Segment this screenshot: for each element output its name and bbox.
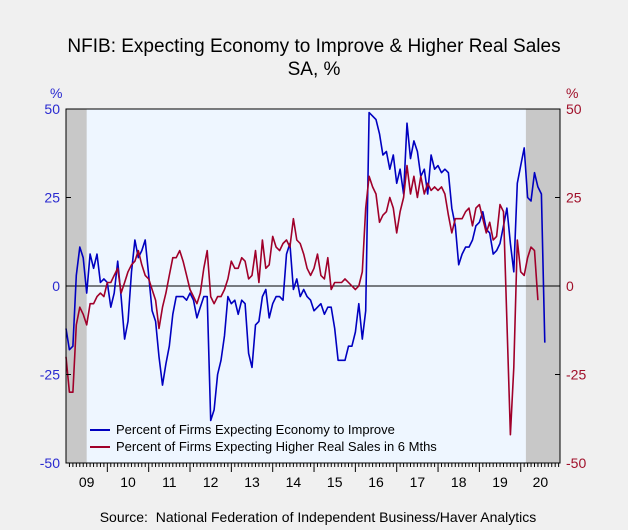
legend-label-sales: Percent of Firms Expecting Higher Real S… bbox=[116, 439, 437, 454]
year-label: 09 bbox=[79, 474, 95, 490]
right-tick-label: 0 bbox=[566, 278, 574, 294]
year-label: 11 bbox=[162, 474, 177, 490]
left-tick-label: 25 bbox=[44, 190, 60, 206]
left-tick-label: 0 bbox=[52, 278, 60, 294]
year-label: 17 bbox=[410, 474, 426, 490]
right-axis: 50 25 0 -25 -50 bbox=[555, 101, 586, 471]
year-label: 18 bbox=[451, 474, 467, 490]
right-tick-label: 50 bbox=[566, 101, 582, 117]
year-label: 20 bbox=[533, 474, 549, 490]
year-label: 16 bbox=[368, 474, 384, 490]
legend: Percent of Firms Expecting Economy to Im… bbox=[90, 422, 437, 454]
left-tick-label: 50 bbox=[44, 101, 60, 117]
year-label: 13 bbox=[244, 474, 260, 490]
right-axis-unit-label: % bbox=[566, 85, 578, 101]
year-label: 19 bbox=[492, 474, 508, 490]
right-tick-label: 25 bbox=[566, 190, 582, 206]
year-label: 15 bbox=[327, 474, 343, 490]
x-axis: 09 10 11 12 13 14 15 16 17 18 19 20 bbox=[68, 463, 560, 490]
year-label: 14 bbox=[286, 474, 302, 490]
chart-subtitle: SA, % bbox=[288, 59, 341, 80]
left-axis: 50 25 0 -25 -50 bbox=[40, 101, 71, 471]
year-label: 10 bbox=[120, 474, 136, 490]
series-line-economy bbox=[65, 111, 546, 422]
left-tick-label: -25 bbox=[40, 367, 60, 383]
legend-label-economy: Percent of Firms Expecting Economy to Im… bbox=[116, 422, 395, 437]
series-line-sales bbox=[65, 164, 539, 436]
right-tick-label: -50 bbox=[566, 455, 586, 471]
year-label: 12 bbox=[203, 474, 219, 490]
left-axis-unit-label: % bbox=[50, 85, 62, 101]
series-layer bbox=[65, 111, 546, 436]
left-tick-label: -50 bbox=[40, 455, 60, 471]
chart-title: NFIB: Expecting Economy to Improve & Hig… bbox=[67, 36, 560, 57]
right-tick-label: -25 bbox=[566, 367, 586, 383]
source-note: Source: National Federation of Independe… bbox=[100, 509, 537, 525]
